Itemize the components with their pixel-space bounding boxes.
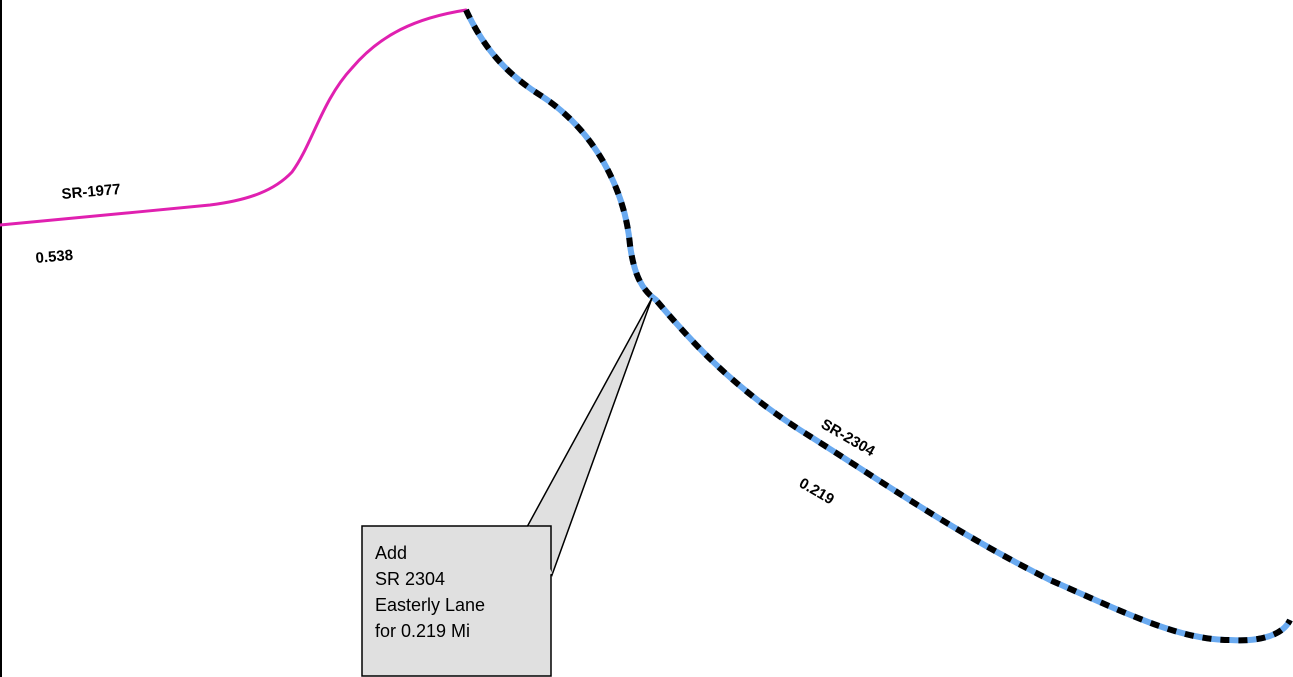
callout-line-4: for 0.219 Mi (375, 621, 470, 641)
callout-line-3: Easterly Lane (375, 595, 485, 615)
callout-box-seam-cover (526, 526, 553, 575)
callout-line-2: SR 2304 (375, 569, 445, 589)
callout-box (361, 525, 552, 677)
road-length-sr-2304: 0.219 (796, 475, 837, 508)
road-sr-1977-line (0, 8, 468, 227)
road-sr-2304-dashes (463, 8, 1293, 644)
callout-line-1: Add (375, 543, 407, 563)
road-label-sr-2304: SR-2304 (818, 416, 878, 461)
road-label-sr-1977: SR-1977 (61, 181, 121, 203)
road-sr-2304-line (463, 8, 1293, 644)
road-length-sr-1977: 0.538 (35, 247, 74, 267)
